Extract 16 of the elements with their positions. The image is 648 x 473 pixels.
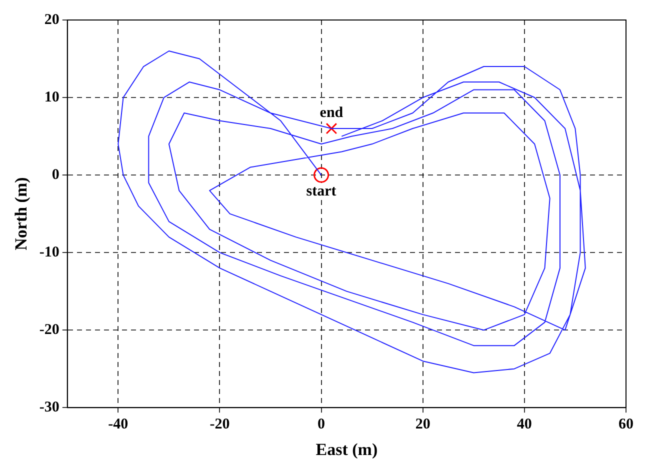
y-tick-label: 20 [44, 12, 60, 28]
y-axis-title: North (m) [12, 177, 31, 250]
y-tick-label: 0 [52, 166, 60, 183]
x-tick-label: 60 [618, 416, 634, 432]
annotation: start [306, 183, 336, 200]
x-tick-label: -20 [210, 416, 230, 432]
y-tick-label: 10 [44, 89, 60, 106]
x-tick-label: -40 [108, 416, 128, 432]
y-tick-label: -10 [39, 244, 60, 260]
x-tick-label: 20 [415, 416, 430, 432]
y-tick-label: -20 [39, 322, 60, 338]
y-tick-label: -30 [39, 399, 60, 416]
x-tick-label: 40 [516, 416, 532, 432]
annotation: end [320, 104, 344, 121]
x-axis-title: East (m) [316, 440, 378, 460]
x-tick-label: 0 [318, 416, 326, 432]
